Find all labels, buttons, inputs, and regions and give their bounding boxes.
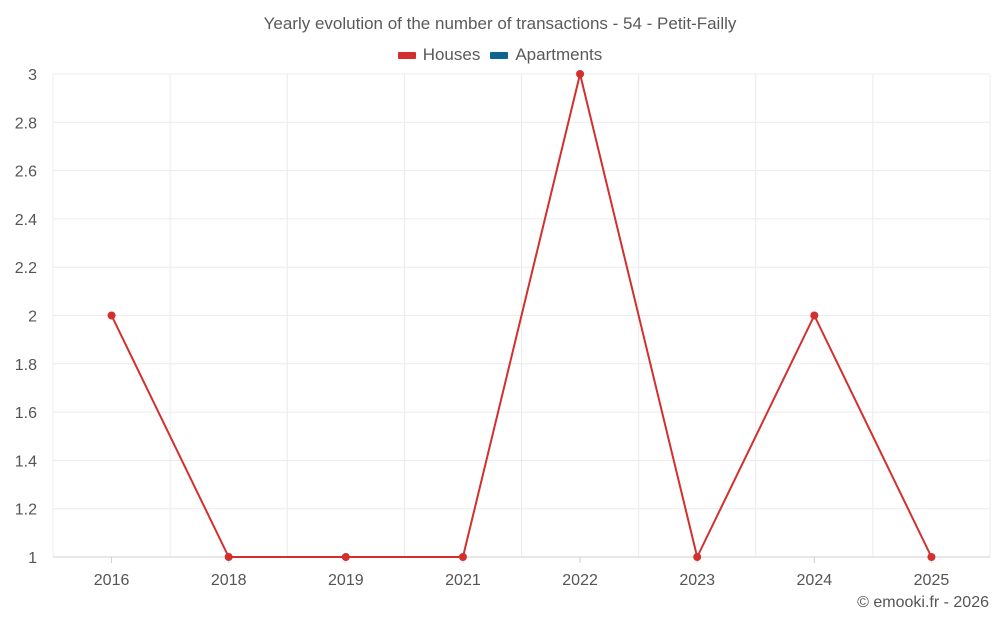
y-tick-label: 1.8 (15, 357, 37, 374)
series-line-houses (110, 73, 933, 558)
y-tick-label: 1.2 (15, 502, 37, 519)
data-point-houses[interactable] (576, 70, 585, 78)
data-point-houses[interactable] (458, 553, 467, 561)
y-tick-label: 3 (28, 67, 37, 84)
y-tick-label: 1 (28, 550, 37, 567)
legend-item-houses[interactable]: Houses (397, 45, 481, 65)
x-tick-label: 2022 (562, 572, 598, 589)
data-point-houses[interactable] (341, 553, 350, 561)
y-tick-label: 2 (28, 309, 37, 326)
y-tick-label: 2.4 (15, 212, 37, 229)
x-tick-label: 2019 (328, 572, 364, 589)
copyright-credit: © emooki.fr - 2026 (857, 594, 989, 611)
legend-label-houses: Houses (422, 45, 481, 64)
y-tick-label: 2.2 (15, 260, 37, 277)
chart-title: Yearly evolution of the number of transa… (263, 14, 737, 33)
y-tick-label: 2.8 (15, 115, 37, 132)
y-tick-label: 2.6 (15, 164, 37, 181)
data-point-houses[interactable] (810, 311, 819, 320)
chart-legend: Houses Apartments (0, 45, 1000, 65)
axis-layer: 1 1.2 1.4 1.6 1.8 2 2.2 2.4 2.6 2.8 3 2016 2018 2019 2… (15, 67, 990, 589)
legend-label-apartments: Apartments (515, 45, 603, 64)
y-tick-label: 1.4 (15, 453, 37, 470)
x-tick-label: 2025 (914, 572, 950, 589)
series-layer (107, 70, 936, 561)
x-tick-label: 2024 (797, 572, 833, 589)
data-point-houses[interactable] (224, 553, 233, 561)
data-point-houses[interactable] (927, 553, 936, 561)
x-tick-label: 2021 (445, 572, 481, 589)
data-point-houses[interactable] (107, 311, 116, 320)
y-tick-label: 1.6 (15, 405, 37, 422)
data-point-houses[interactable] (693, 553, 702, 561)
legend-swatch-houses (397, 51, 416, 59)
x-tick-label: 2023 (679, 572, 715, 589)
legend-swatch-apartments (490, 51, 509, 59)
legend-item-apartments[interactable]: Apartments (490, 45, 602, 65)
x-tick-label: 2016 (94, 572, 130, 589)
x-tick-label: 2018 (211, 572, 247, 589)
